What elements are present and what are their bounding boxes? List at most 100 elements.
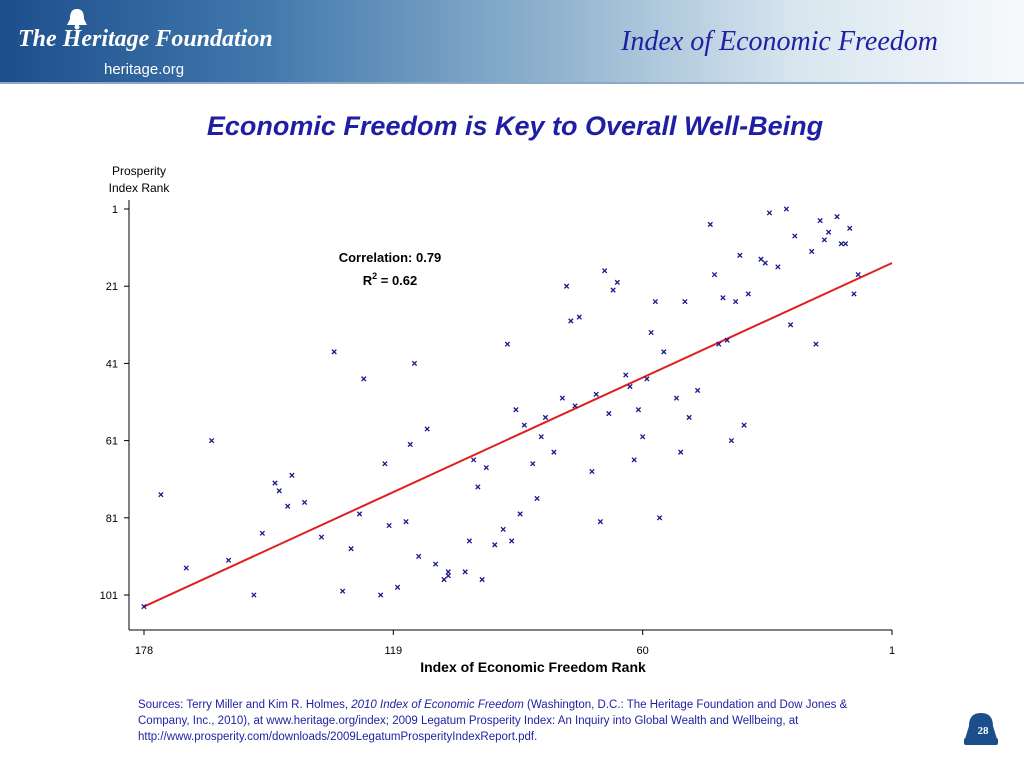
data-point (728, 437, 735, 444)
sources-note: Sources: Terry Miller and Kim R. Holmes,… (138, 699, 848, 743)
data-point (614, 279, 620, 285)
data-point (479, 576, 485, 583)
data-point (766, 210, 773, 216)
data-point (559, 395, 566, 401)
data-point-center (607, 412, 610, 415)
data-point (568, 318, 574, 324)
data-point (809, 248, 815, 255)
data-point (661, 349, 667, 355)
data-point (821, 237, 828, 243)
x-tick-label: 119 (385, 645, 403, 657)
data-point-center (633, 459, 636, 461)
data-point (403, 519, 409, 525)
data-point (492, 542, 498, 548)
data-point-center (333, 350, 336, 353)
data-point (842, 241, 849, 247)
data-point (416, 553, 422, 560)
data-point (466, 538, 473, 544)
data-point-center (274, 482, 276, 484)
data-point-center (679, 451, 682, 454)
data-point-center (844, 242, 847, 245)
data-point-center (447, 570, 450, 573)
correlation-annotation: Correlation: 0.79 (339, 250, 442, 265)
y-tick-label: 41 (106, 358, 118, 370)
data-point-center (696, 389, 699, 392)
data-point-center (476, 486, 479, 488)
data-point (682, 298, 688, 305)
data-point (572, 403, 578, 409)
data-point (635, 407, 642, 413)
data-point (631, 457, 637, 463)
y-tick-label: 61 (106, 436, 118, 448)
data-point (576, 314, 582, 320)
data-point-center (734, 300, 737, 303)
y-axis-label-line1: Prosperity (112, 164, 166, 178)
y-tick-label: 81 (106, 513, 118, 525)
data-point (597, 519, 604, 525)
data-point (551, 449, 557, 455)
data-point-center (464, 570, 467, 573)
data-point (521, 422, 527, 428)
data-point-center (688, 416, 691, 419)
data-point-center (768, 211, 771, 214)
data-point (775, 264, 781, 270)
data-point (251, 592, 257, 598)
y-tick-label: 101 (100, 590, 118, 602)
data-point (673, 395, 680, 401)
data-point-center (717, 343, 720, 345)
data-point-center (417, 555, 420, 558)
data-point-center (684, 300, 686, 303)
data-point (716, 341, 722, 347)
data-point (694, 387, 701, 394)
data-point (462, 569, 468, 575)
data-point-center (650, 331, 653, 334)
liberty-bell-icon (67, 9, 87, 30)
data-point (542, 414, 549, 421)
data-point-center (160, 493, 162, 496)
data-point (817, 217, 823, 224)
data-point-center (278, 489, 281, 492)
data-point-center (320, 536, 323, 538)
data-point (483, 464, 489, 471)
data-point-center (637, 408, 640, 411)
data-point (606, 410, 612, 417)
data-point-center (443, 578, 445, 581)
data-point (475, 484, 481, 490)
heritage-logo[interactable]: The Heritage Foundation heritage.org (10, 4, 273, 80)
data-point (141, 603, 147, 610)
section-title: Index of Economic Freedom (621, 26, 938, 57)
data-point (792, 233, 798, 239)
data-point-center (481, 578, 483, 581)
data-point-center (853, 293, 855, 295)
data-point-center (261, 532, 264, 535)
data-point (411, 360, 418, 367)
data-point-center (303, 501, 306, 504)
data-point-center (569, 320, 572, 322)
data-point-center (523, 424, 526, 427)
data-point-center (709, 223, 712, 226)
data-point-center (519, 513, 522, 515)
trendline (143, 262, 893, 608)
data-point-center (544, 416, 547, 419)
data-point (289, 472, 295, 478)
data-point (563, 283, 570, 289)
data-point (758, 256, 764, 262)
x-axis-label: Index of Economic Freedom Rank (420, 659, 646, 675)
data-point-center (603, 269, 606, 272)
data-points (141, 206, 861, 610)
data-point (318, 534, 325, 540)
y-axis-label-line2: Index Rank (109, 181, 171, 195)
data-point-center (210, 439, 213, 442)
data-point (601, 268, 608, 274)
y-tick-label: 21 (106, 281, 118, 293)
data-point (610, 287, 616, 293)
data-point (538, 434, 544, 440)
data-point (855, 271, 861, 278)
data-point (158, 491, 164, 498)
data-point-center (286, 505, 289, 508)
data-point (686, 414, 692, 421)
data-point-center (510, 540, 513, 542)
data-point-center (641, 435, 644, 438)
data-point-center (531, 462, 534, 465)
data-point (724, 337, 730, 343)
